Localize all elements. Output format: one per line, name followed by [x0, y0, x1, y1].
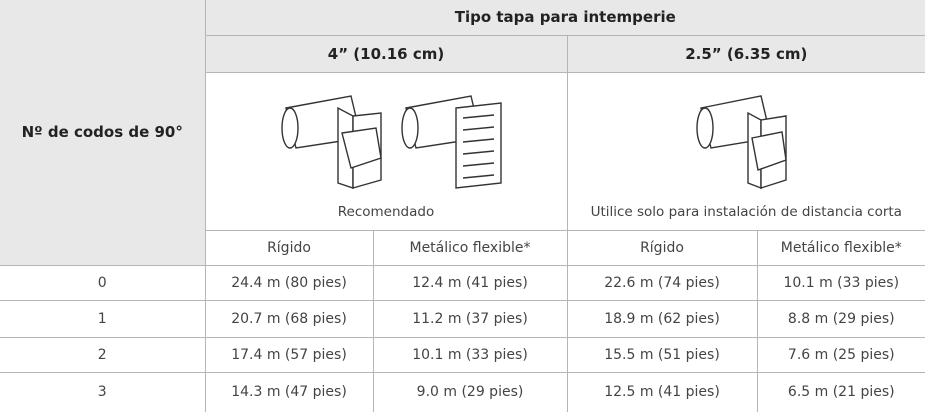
- row-label: 2: [0, 336, 206, 373]
- group-header: Tipo tapa para intemperie: [204, 0, 925, 36]
- cell: 10.1 m (33 pies): [372, 336, 568, 373]
- image-cell: Utilice solo para instalación de distanc…: [566, 71, 925, 231]
- cell: 22.6 m (74 pies): [566, 265, 758, 301]
- cell: 18.9 m (62 pies): [566, 299, 758, 338]
- cell: 7.6 m (25 pies): [756, 336, 925, 373]
- vent-illustration: [696, 94, 788, 189]
- cell: 12.5 m (41 pies): [566, 371, 758, 412]
- size-header: 2.5” (6.35 cm): [566, 34, 925, 73]
- caption: Recomendado: [337, 203, 435, 220]
- table-row: 3 14.3 m (47 pies) 9.0 m (29 pies) 12.5 m (…: [0, 371, 925, 412]
- cell: 8.8 m (29 pies): [756, 299, 925, 338]
- table-row: 0 24.4 m (80 pies) 12.4 m (41 pies) 22.6 m …: [0, 265, 925, 301]
- cell: 20.7 m (68 pies): [204, 299, 374, 338]
- column-header: Metálico flexible*: [372, 229, 568, 266]
- cell: 10.1 m (33 pies): [756, 265, 925, 301]
- column-header: Rígido: [566, 229, 758, 266]
- cell: 11.2 m (37 pies): [372, 299, 568, 338]
- caption: Utilice solo para instalación de distanc…: [590, 203, 902, 220]
- column-header: Rígido: [205, 229, 374, 266]
- row-header: Nº de codos de 90°: [0, 0, 206, 266]
- image-cell: Recomendado: [205, 71, 568, 231]
- table-body: 0 24.4 m (80 pies) 12.4 m (41 pies) 22.6 m …: [0, 265, 925, 412]
- row-label: 3: [0, 371, 206, 412]
- table-row: 2 17.4 m (57 pies) 10.1 m (33 pies) 15.5 m …: [0, 336, 925, 373]
- row-label: 1: [0, 299, 206, 338]
- vent-illustrations: [281, 94, 502, 189]
- size-header: 4” (10.16 cm): [205, 34, 568, 73]
- cell: 6.5 m (21 pies): [756, 371, 925, 412]
- cell: 12.4 m (41 pies): [372, 265, 568, 301]
- column-header: Metálico flexible*: [756, 229, 925, 266]
- cell: 15.5 m (51 pies): [566, 336, 758, 373]
- cell: 24.4 m (80 pies): [204, 265, 374, 301]
- table-row: 1 20.7 m (68 pies) 11.2 m (37 pies) 18.9 m …: [0, 299, 925, 338]
- cell: 17.4 m (57 pies): [204, 336, 374, 373]
- cell: 9.0 m (29 pies): [372, 371, 568, 412]
- cell: 14.3 m (47 pies): [204, 371, 374, 412]
- row-label: 0: [0, 265, 206, 301]
